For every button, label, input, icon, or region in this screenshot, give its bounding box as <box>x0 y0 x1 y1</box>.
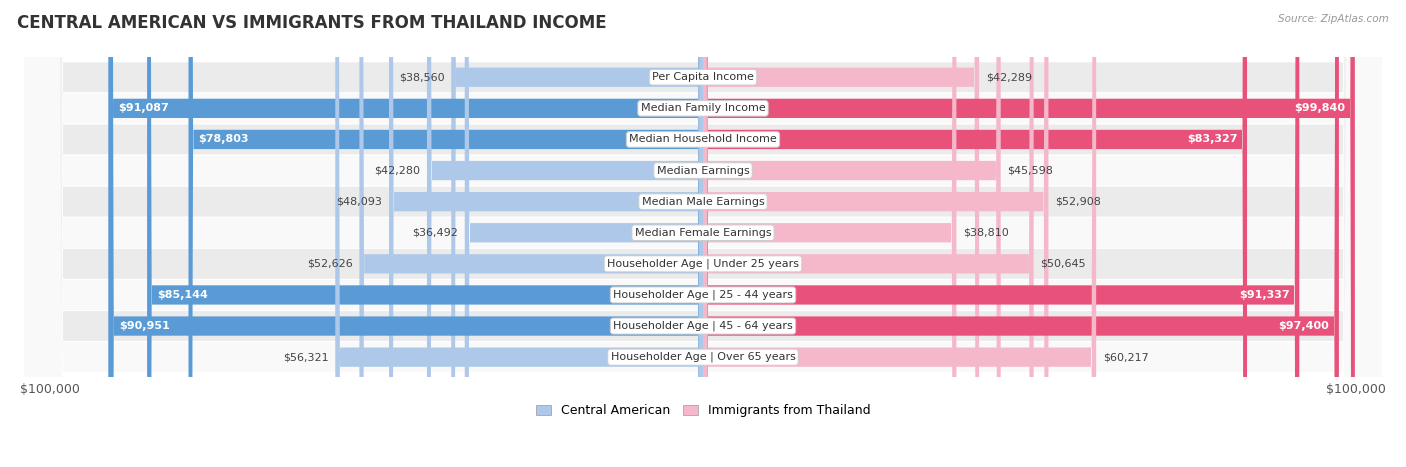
Text: $48,093: $48,093 <box>336 197 382 207</box>
Text: $56,321: $56,321 <box>283 352 329 362</box>
FancyBboxPatch shape <box>110 0 703 467</box>
Text: Median Female Earnings: Median Female Earnings <box>634 228 772 238</box>
FancyBboxPatch shape <box>24 0 1382 467</box>
FancyBboxPatch shape <box>703 0 1049 467</box>
FancyBboxPatch shape <box>148 0 703 467</box>
Text: $50,645: $50,645 <box>1040 259 1085 269</box>
FancyBboxPatch shape <box>188 0 703 467</box>
Text: $99,840: $99,840 <box>1294 103 1346 113</box>
Text: $52,626: $52,626 <box>307 259 353 269</box>
Text: $38,560: $38,560 <box>399 72 444 82</box>
FancyBboxPatch shape <box>24 0 1382 467</box>
Text: $60,217: $60,217 <box>1102 352 1149 362</box>
Text: Median Household Income: Median Household Income <box>628 134 778 144</box>
FancyBboxPatch shape <box>24 0 1382 467</box>
Text: Median Family Income: Median Family Income <box>641 103 765 113</box>
Text: Householder Age | 45 - 64 years: Householder Age | 45 - 64 years <box>613 321 793 331</box>
Text: Householder Age | 25 - 44 years: Householder Age | 25 - 44 years <box>613 290 793 300</box>
Text: $91,087: $91,087 <box>118 103 169 113</box>
Text: $78,803: $78,803 <box>198 134 249 144</box>
Text: $36,492: $36,492 <box>412 228 458 238</box>
FancyBboxPatch shape <box>108 0 703 467</box>
Text: $97,400: $97,400 <box>1278 321 1329 331</box>
FancyBboxPatch shape <box>24 0 1382 467</box>
FancyBboxPatch shape <box>451 0 703 467</box>
FancyBboxPatch shape <box>427 0 703 467</box>
FancyBboxPatch shape <box>24 0 1382 467</box>
Text: $42,280: $42,280 <box>374 165 420 176</box>
FancyBboxPatch shape <box>465 0 703 467</box>
FancyBboxPatch shape <box>24 0 1382 467</box>
FancyBboxPatch shape <box>703 0 1033 467</box>
FancyBboxPatch shape <box>703 0 1001 467</box>
Text: CENTRAL AMERICAN VS IMMIGRANTS FROM THAILAND INCOME: CENTRAL AMERICAN VS IMMIGRANTS FROM THAI… <box>17 14 606 32</box>
FancyBboxPatch shape <box>703 0 1247 467</box>
Text: Householder Age | Over 65 years: Householder Age | Over 65 years <box>610 352 796 362</box>
FancyBboxPatch shape <box>703 0 1339 467</box>
FancyBboxPatch shape <box>703 0 1355 467</box>
FancyBboxPatch shape <box>703 0 1299 467</box>
FancyBboxPatch shape <box>360 0 703 467</box>
FancyBboxPatch shape <box>24 0 1382 467</box>
FancyBboxPatch shape <box>24 0 1382 467</box>
FancyBboxPatch shape <box>389 0 703 467</box>
Text: $42,289: $42,289 <box>986 72 1032 82</box>
FancyBboxPatch shape <box>335 0 703 467</box>
FancyBboxPatch shape <box>24 0 1382 467</box>
FancyBboxPatch shape <box>703 0 1097 467</box>
FancyBboxPatch shape <box>703 0 979 467</box>
Text: Per Capita Income: Per Capita Income <box>652 72 754 82</box>
Text: Median Earnings: Median Earnings <box>657 165 749 176</box>
FancyBboxPatch shape <box>24 0 1382 467</box>
Text: $91,337: $91,337 <box>1239 290 1289 300</box>
Text: Source: ZipAtlas.com: Source: ZipAtlas.com <box>1278 14 1389 24</box>
FancyBboxPatch shape <box>703 0 956 467</box>
Text: $90,951: $90,951 <box>120 321 170 331</box>
Text: $45,598: $45,598 <box>1007 165 1053 176</box>
Text: $83,327: $83,327 <box>1187 134 1237 144</box>
Text: $52,908: $52,908 <box>1054 197 1101 207</box>
Text: $85,144: $85,144 <box>157 290 208 300</box>
Text: Householder Age | Under 25 years: Householder Age | Under 25 years <box>607 259 799 269</box>
Text: $38,810: $38,810 <box>963 228 1008 238</box>
Text: Median Male Earnings: Median Male Earnings <box>641 197 765 207</box>
Legend: Central American, Immigrants from Thailand: Central American, Immigrants from Thaila… <box>531 399 875 422</box>
